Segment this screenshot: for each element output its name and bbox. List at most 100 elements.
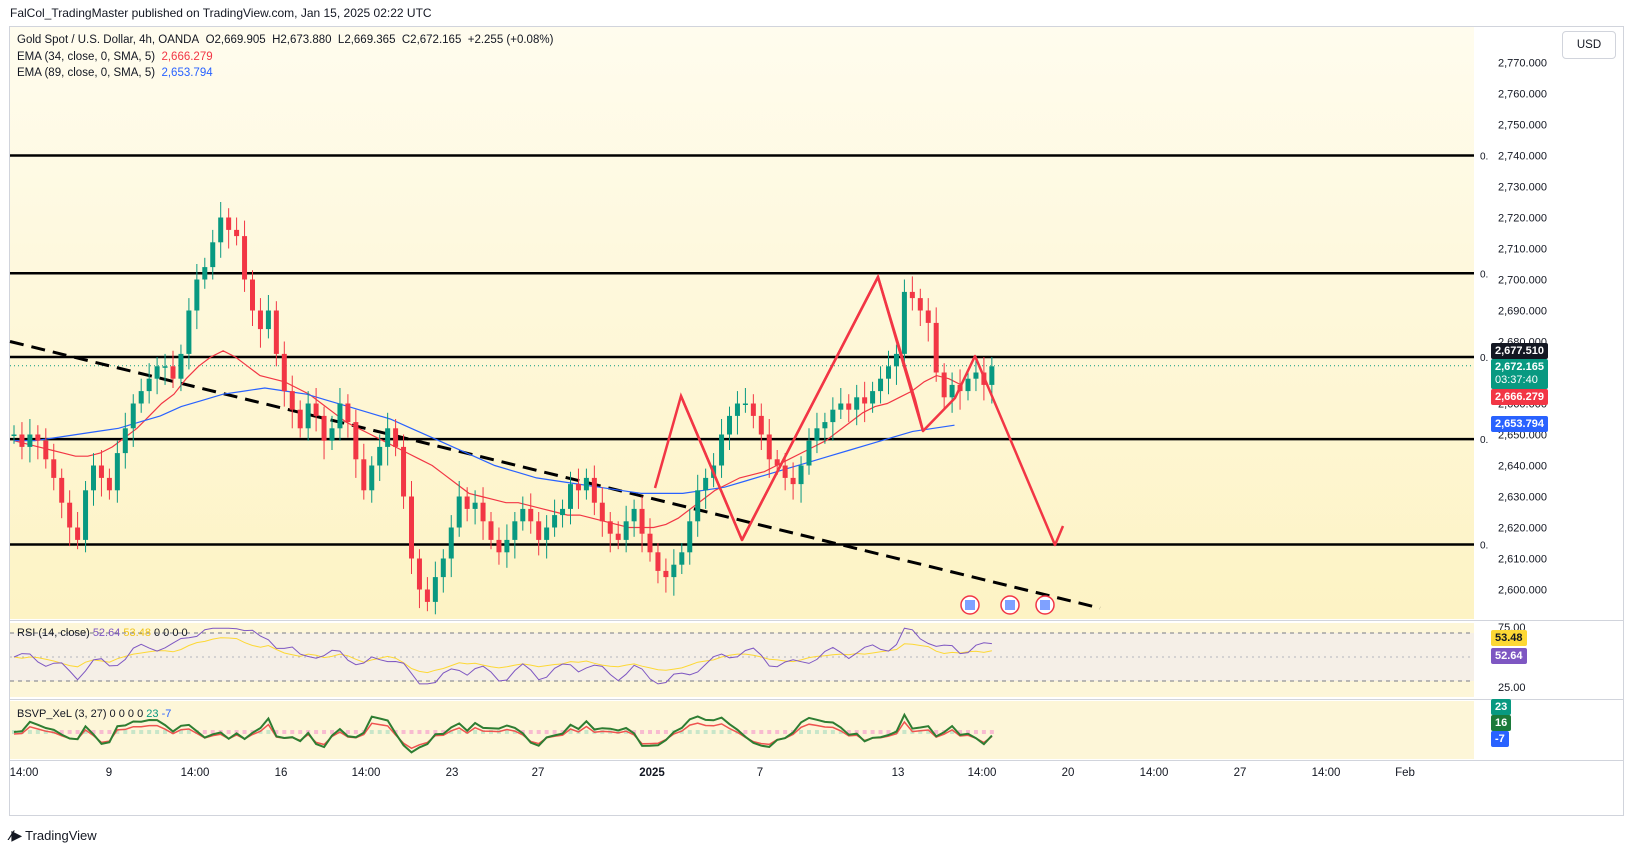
price-tick-label: 2,720.000 xyxy=(1498,213,1547,225)
ema89-value: 2,653.794 xyxy=(161,67,213,79)
bsvp-legend[interactable]: BSVP_XeL (3, 27) 0 0 0 0 23 -7 xyxy=(17,708,171,720)
candle xyxy=(19,422,25,460)
candle-body xyxy=(878,378,884,392)
candle xyxy=(655,543,661,584)
level-label: 0. xyxy=(1480,541,1488,552)
ema89-line xyxy=(14,387,955,494)
candle xyxy=(560,499,566,528)
bsvp-buy-line xyxy=(13,712,993,754)
candle xyxy=(289,375,295,429)
candle xyxy=(91,453,96,506)
ema89-legend[interactable]: EMA (89, close, 0, SMA, 5) 2,653.794 xyxy=(17,67,213,79)
candle-body xyxy=(337,403,343,429)
candle-body xyxy=(138,391,144,404)
candle-body xyxy=(671,564,677,578)
bsvp-histogram-bar xyxy=(425,730,430,734)
pattern-path-mid xyxy=(740,273,925,541)
candle-body xyxy=(361,459,367,491)
candle xyxy=(607,512,613,553)
bsvp-histogram-bar xyxy=(83,730,88,734)
bsvp-histogram-bar xyxy=(878,730,883,734)
bsvp-histogram-bar xyxy=(552,730,557,734)
candle xyxy=(361,443,367,500)
bsvp-histogram-bar xyxy=(115,730,120,734)
candle xyxy=(178,344,184,392)
candle xyxy=(925,298,931,342)
currency-button[interactable]: USD xyxy=(1562,31,1616,59)
candle-body xyxy=(846,403,852,410)
bsvp-histogram-bar xyxy=(457,730,462,734)
footer-brand[interactable]: ⁄▶ TradingView xyxy=(10,827,97,844)
ema89-price-tag: 2,653.794 xyxy=(1491,416,1548,432)
candle-body xyxy=(965,378,971,392)
bsvp-histogram-bar xyxy=(107,730,112,734)
candle xyxy=(575,468,581,509)
candle-body xyxy=(51,459,57,478)
candle-body xyxy=(250,279,255,311)
candle-body xyxy=(560,508,566,516)
time-axis-label: 14:00 xyxy=(1312,767,1341,779)
bsvp-histogram-bar xyxy=(314,730,319,734)
candle-body xyxy=(305,403,311,429)
candle xyxy=(631,499,637,537)
candle-body xyxy=(639,508,645,534)
candle-body xyxy=(703,477,709,491)
ema34-legend[interactable]: EMA (34, close, 0, SMA, 5) 2,666.279 xyxy=(17,51,213,63)
candle-body xyxy=(27,434,33,447)
candle-body xyxy=(830,409,836,423)
candle xyxy=(385,412,391,466)
legend-symbol: Gold Spot / U.S. Dollar, 4h, OANDA xyxy=(17,34,200,46)
candle-body xyxy=(886,366,891,379)
candle xyxy=(59,468,65,519)
candle-body xyxy=(750,403,756,416)
candle xyxy=(234,217,240,246)
bsvp-sell-line xyxy=(13,720,993,750)
bsvp-legend-v1: 23 xyxy=(146,708,159,720)
candle-body xyxy=(440,558,446,578)
bsvp-histogram-bar xyxy=(377,730,382,734)
candle-body xyxy=(512,521,518,540)
candle xyxy=(138,378,144,413)
candle-body xyxy=(234,229,240,237)
bsvp-histogram-bar xyxy=(353,730,358,734)
price-tick-label: 2,700.000 xyxy=(1498,275,1547,287)
flag-icon xyxy=(965,600,975,610)
candle xyxy=(528,493,534,534)
candle-body xyxy=(838,403,844,410)
candle-body xyxy=(401,446,407,497)
rsi-value-tag: 52.64 xyxy=(1491,648,1527,664)
time-axis-label: 13 xyxy=(892,767,905,779)
price-tick-label: 2,610.000 xyxy=(1498,554,1547,566)
candle-body xyxy=(281,353,287,392)
candle xyxy=(909,276,915,311)
candle-body xyxy=(146,378,152,392)
rsi-legend[interactable]: RSI (14, close) 52.64 53.48 0 0 0 0 xyxy=(17,627,188,639)
candle xyxy=(226,208,232,249)
symbol-legend[interactable]: Gold Spot / U.S. Dollar, 4h, OANDA O2,66… xyxy=(17,34,553,46)
candle xyxy=(766,419,772,478)
candle xyxy=(154,357,160,395)
bsvp-legend-v3: -7 xyxy=(161,708,172,720)
time-axis-label: 14:00 xyxy=(1140,767,1169,779)
candle xyxy=(623,505,629,553)
candle-body xyxy=(91,465,96,491)
candle-body xyxy=(798,465,804,485)
bsvp-tag-1: 23 xyxy=(1491,699,1512,715)
candle xyxy=(583,468,589,500)
candle xyxy=(265,295,271,339)
bsvp-histogram-bar xyxy=(369,730,374,734)
candle-body xyxy=(98,465,104,478)
candle xyxy=(432,561,438,615)
time-axis-label: 7 xyxy=(757,767,763,779)
candle-body xyxy=(242,236,248,280)
bsvp-zeros: 0 0 0 0 xyxy=(109,708,144,720)
candle-body xyxy=(186,310,192,354)
bsvp-histogram-bar xyxy=(775,730,780,734)
candle-body xyxy=(552,515,558,528)
bsvp-histogram-bar xyxy=(242,730,247,734)
bsvp-histogram-bar xyxy=(934,730,939,734)
candle xyxy=(782,453,788,491)
bsvp-histogram-bar xyxy=(544,730,549,734)
bsvp-histogram-bar xyxy=(950,730,955,734)
